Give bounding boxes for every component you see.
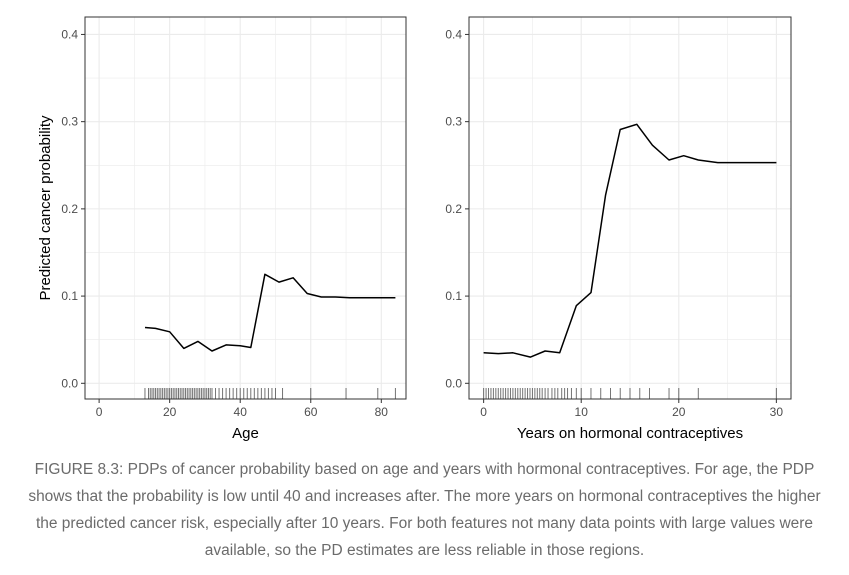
x-tick-label: 0 [480, 405, 487, 419]
y-tick-label: 0.4 [445, 27, 462, 41]
panel-border-years [468, 16, 792, 400]
y-tick-label: 0.3 [445, 115, 462, 129]
pdp-figure: 0.0 0.1 0.2 0.3 0.4 0 20 40 60 80 Age 0.0 0.1 0.2 0.3 0… [37, 16, 792, 442]
x-tick-label: 10 [575, 405, 589, 419]
y-tick-label: 0.4 [61, 27, 78, 41]
panel-border-age [84, 16, 407, 400]
x-tick-label: 20 [672, 405, 686, 419]
pdp-line-years [483, 123, 777, 358]
x-tick-label: 30 [770, 405, 784, 419]
y-tick-label: 0.0 [445, 376, 462, 390]
y-tick-label: 0.3 [61, 115, 78, 129]
y-tick-label: 0.0 [61, 376, 78, 390]
y-axis-title-age-panel: Predicted cancer probability [37, 115, 54, 301]
figure-caption: FIGURE 8.3: PDPs of cancer probability b… [28, 461, 821, 559]
panel-background-age [85, 17, 406, 399]
y-tick-label: 0.1 [61, 289, 78, 303]
y-tick-label: 0.2 [445, 202, 462, 216]
x-axis-title-years: Years on hormonal contraceptives [517, 425, 743, 442]
y-tick-label: 0.1 [445, 289, 462, 303]
x-tick-label: 80 [375, 405, 389, 419]
x-tick-label: 60 [304, 405, 318, 419]
y-tick-label: 0.2 [61, 202, 78, 216]
x-tick-label: 40 [234, 405, 248, 419]
pdp-line-age [144, 273, 396, 352]
x-tick-label: 0 [96, 405, 103, 419]
x-tick-label: 20 [163, 405, 177, 419]
x-axis-title-age: Age [232, 425, 259, 442]
